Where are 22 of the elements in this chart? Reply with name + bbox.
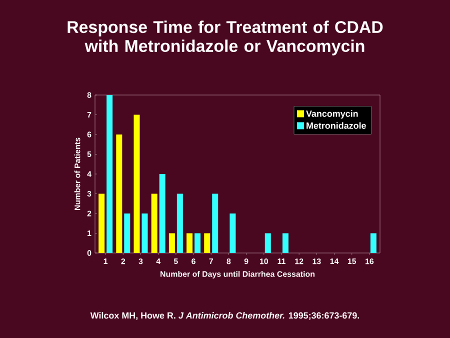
bar <box>98 194 105 253</box>
legend-label: Vancomycin <box>306 110 358 119</box>
bar <box>186 233 193 253</box>
bar <box>116 134 122 253</box>
bar <box>159 174 166 253</box>
bar <box>142 214 148 253</box>
bar <box>151 194 158 253</box>
bar <box>264 233 271 253</box>
bar <box>230 214 236 253</box>
bar <box>134 114 140 253</box>
bar <box>212 194 218 253</box>
text: Wilcox MH, Howe R. J Antimicrob Chemother. 1995;36:673-679. <box>90 312 360 320</box>
chart-title: Response Time for Treatment of CDAD with Metronidazole or Vancomycin <box>68 20 383 56</box>
bar <box>124 214 130 253</box>
bar <box>282 233 288 253</box>
bar <box>204 233 210 253</box>
bar <box>370 233 376 253</box>
legend-label: Metronidazole <box>306 122 366 129</box>
bar <box>106 95 113 253</box>
bar <box>176 194 183 253</box>
bar <box>168 233 175 253</box>
bar <box>194 233 201 253</box>
